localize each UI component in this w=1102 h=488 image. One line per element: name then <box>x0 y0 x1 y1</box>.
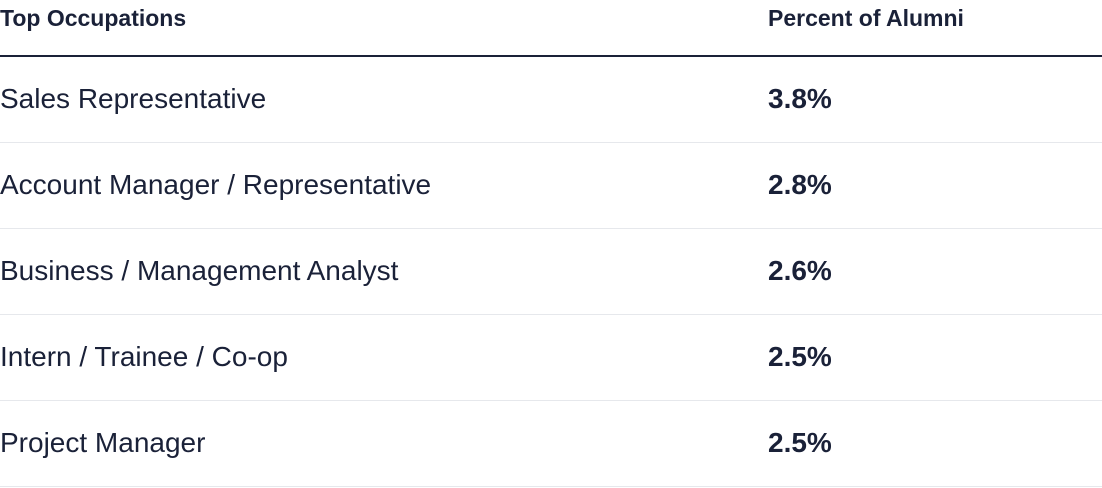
occupation-column-header: Top Occupations <box>0 0 768 57</box>
percent-cell: 3.8% <box>768 56 1102 143</box>
table-body: Sales Representative 3.8% Account Manage… <box>0 56 1102 487</box>
occupation-cell: Intern / Trainee / Co-op <box>0 314 768 401</box>
table-header: Top Occupations Percent of Alumni <box>0 0 1102 57</box>
table-row: Account Manager / Representative 2.8% <box>0 142 1102 229</box>
percent-cell: 2.6% <box>768 228 1102 315</box>
percent-cell: 2.5% <box>768 400 1102 487</box>
percent-column-header: Percent of Alumni <box>768 0 1102 57</box>
table-row: Intern / Trainee / Co-op 2.5% <box>0 314 1102 401</box>
table-row: Business / Management Analyst 2.6% <box>0 228 1102 315</box>
occupation-cell: Business / Management Analyst <box>0 228 768 315</box>
table-row: Sales Representative 3.8% <box>0 56 1102 143</box>
table-header-row: Top Occupations Percent of Alumni <box>0 0 1102 57</box>
occupation-cell: Project Manager <box>0 400 768 487</box>
table-row: Project Manager 2.5% <box>0 400 1102 487</box>
percent-cell: 2.8% <box>768 142 1102 229</box>
occupation-cell: Sales Representative <box>0 56 768 143</box>
occupation-cell: Account Manager / Representative <box>0 142 768 229</box>
percent-cell: 2.5% <box>768 314 1102 401</box>
